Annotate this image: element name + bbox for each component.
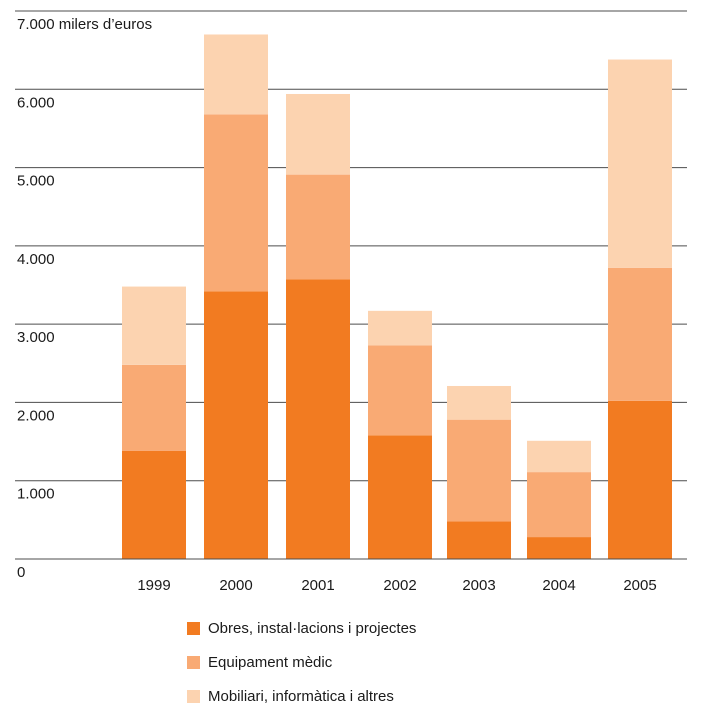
bar-2003-series-0 bbox=[447, 521, 511, 559]
legend-swatch-mobiliari bbox=[187, 689, 200, 703]
bar-2001-series-1 bbox=[286, 174, 350, 280]
bar-2000-series-0 bbox=[204, 291, 268, 559]
bar-2002-series-1 bbox=[368, 345, 432, 436]
bar-2003-series-1 bbox=[447, 419, 511, 522]
bar-2003-series-2 bbox=[447, 385, 511, 420]
legend-label-equipament: Equipament mèdic bbox=[208, 653, 333, 671]
legend-swatch-obres bbox=[187, 621, 200, 635]
y-tick-label-2000: 2.000 bbox=[17, 407, 55, 424]
y-tick-label-6000: 6.000 bbox=[17, 94, 55, 111]
y-tick-label-3000: 3.000 bbox=[17, 329, 55, 346]
bar-2004-series-2 bbox=[527, 440, 591, 473]
x-tick-label-2005: 2005 bbox=[623, 577, 656, 594]
bar-2005-series-2 bbox=[608, 59, 672, 268]
bar-2001-series-0 bbox=[286, 279, 350, 559]
bar-1999-series-1 bbox=[122, 364, 186, 451]
bar-2004-series-0 bbox=[527, 537, 591, 559]
bar-2005-series-0 bbox=[608, 400, 672, 559]
legend-item-obres: Obres, instal·lacions i projectes bbox=[187, 618, 416, 638]
legend-label-mobiliari: Mobiliari, informàtica i altres bbox=[208, 687, 394, 705]
bar-2005-series-1 bbox=[608, 267, 672, 401]
bar-2002-series-0 bbox=[368, 435, 432, 559]
bar-2004-series-1 bbox=[527, 472, 591, 538]
y-tick-label-5000: 5.000 bbox=[17, 173, 55, 190]
legend-item-equipament: Equipament mèdic bbox=[187, 652, 416, 672]
legend-swatch-equipament bbox=[187, 655, 200, 669]
y-tick-label-7000: 7.000 milers d’euros bbox=[17, 16, 152, 33]
x-tick-label-2002: 2002 bbox=[383, 577, 416, 594]
legend-item-mobiliari: Mobiliari, informàtica i altres bbox=[187, 686, 416, 706]
legend: Obres, instal·lacions i projectes Equipa… bbox=[187, 618, 416, 720]
bar-2000-series-2 bbox=[204, 34, 268, 115]
y-tick-label-0: 0 bbox=[17, 564, 25, 581]
y-tick-label-1000: 1.000 bbox=[17, 486, 55, 503]
bar-2002-series-2 bbox=[368, 310, 432, 346]
x-tick-label-1999: 1999 bbox=[137, 577, 170, 594]
x-tick-label-2001: 2001 bbox=[301, 577, 334, 594]
legend-label-obres: Obres, instal·lacions i projectes bbox=[208, 619, 417, 637]
x-tick-label-2000: 2000 bbox=[219, 577, 252, 594]
bar-1999-series-0 bbox=[122, 450, 186, 559]
y-tick-label-4000: 4.000 bbox=[17, 251, 55, 268]
x-tick-label-2003: 2003 bbox=[462, 577, 495, 594]
x-tick-label-2004: 2004 bbox=[542, 577, 575, 594]
bar-2000-series-1 bbox=[204, 114, 268, 292]
bar-2001-series-2 bbox=[286, 93, 350, 175]
bar-1999-series-2 bbox=[122, 286, 186, 365]
